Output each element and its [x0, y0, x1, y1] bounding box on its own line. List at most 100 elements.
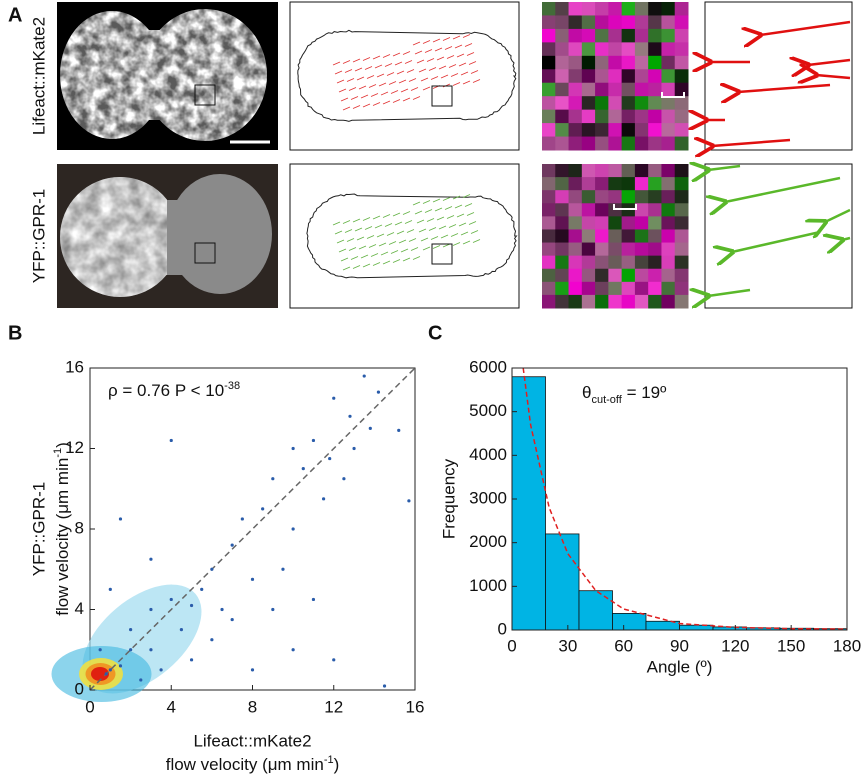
pixel [661, 96, 676, 111]
pixel [608, 42, 623, 57]
pixel [595, 242, 609, 257]
pixel [568, 268, 583, 283]
pixel [581, 229, 596, 244]
pixel [595, 42, 609, 57]
pixel [581, 255, 596, 270]
pixel [621, 216, 636, 230]
flow-arrow [364, 66, 373, 70]
pixel [621, 268, 636, 283]
x-tick-label: 8 [248, 697, 257, 716]
pixel [661, 281, 676, 296]
flow-arrow [466, 52, 475, 56]
annotation-part: ρ = 0.76 P < 10 [108, 381, 224, 400]
pixel [608, 96, 623, 111]
pixel [542, 281, 556, 296]
hist-bar [679, 624, 714, 631]
flow-arrow [444, 206, 453, 210]
pixel [568, 294, 583, 309]
pixel [648, 164, 662, 178]
pixel [555, 255, 570, 270]
pixel [674, 164, 689, 178]
flow-arrow [394, 61, 403, 66]
pixel [648, 281, 662, 296]
scatter-point [291, 648, 295, 652]
flow-arrow [422, 200, 431, 204]
x-tick-label: 30 [558, 636, 577, 655]
y-tick-label: 5000 [469, 401, 507, 420]
flow-arrow [462, 80, 471, 85]
flow-arrow [432, 38, 441, 43]
pixel [555, 82, 570, 97]
pixel [595, 190, 609, 204]
flow-arrow [470, 230, 479, 234]
flow-arrow [462, 194, 471, 198]
pixel [581, 42, 596, 57]
pixel [648, 2, 662, 16]
pixel [621, 255, 636, 270]
flow-arrow [414, 50, 423, 55]
scatter-point [149, 607, 153, 612]
y-label: flow velocity (μm min-1) [52, 442, 73, 616]
flow-arrow [472, 239, 481, 243]
flow-arrow [368, 244, 377, 248]
flow-arrow [354, 227, 363, 232]
pixel [608, 82, 623, 97]
pixel [568, 82, 583, 97]
flow-arrow [456, 53, 465, 58]
scatter-point [210, 567, 214, 571]
pixel [661, 2, 676, 16]
pixel [674, 268, 689, 283]
scatter-point [352, 446, 356, 451]
pixel [608, 229, 623, 244]
pixel [621, 281, 636, 296]
flow-arrow [444, 46, 453, 50]
pixel [634, 42, 649, 57]
pixel [568, 216, 583, 230]
scatter-point [129, 628, 133, 632]
annotation-part: θ [582, 383, 591, 402]
pixel [661, 28, 676, 43]
annotation: θcut-off = 19º [582, 383, 666, 405]
pixel [648, 96, 662, 111]
flow-arrow [352, 265, 361, 269]
scatter-point [376, 390, 381, 394]
flow-arrow [422, 40, 431, 44]
flow-arrow [462, 240, 471, 245]
pixel [661, 216, 676, 230]
flow-arrow [432, 198, 441, 203]
pixel [634, 109, 649, 124]
pixel [661, 15, 676, 30]
flow-arrow [332, 61, 341, 66]
pixel [634, 203, 649, 217]
scatter-point [301, 467, 305, 471]
zoom-arrow [732, 230, 821, 252]
flow-arrow [378, 82, 387, 87]
pixel [621, 55, 636, 70]
x-tick-label: 180 [833, 636, 861, 655]
flow-arrow [362, 57, 371, 61]
pixel [555, 96, 570, 111]
pixel [542, 96, 556, 111]
pixel [608, 55, 623, 70]
x-tick-label: 90 [670, 636, 689, 655]
flow-arrow [342, 106, 351, 111]
pixel [634, 242, 649, 257]
flow-arrow [346, 238, 355, 242]
pixel [634, 255, 649, 270]
pixel [621, 177, 636, 191]
flow-arrow [362, 103, 371, 108]
flow-arrow [402, 97, 411, 102]
scatter-point [271, 607, 275, 612]
flow-arrow [392, 259, 401, 263]
zoom-arrow [842, 238, 851, 240]
flow-arrow [468, 221, 477, 225]
flow-arrow [378, 242, 387, 247]
flow-arrow [460, 231, 469, 236]
pixel [674, 229, 689, 244]
scatter-point [382, 684, 387, 688]
flow-arrow [352, 105, 361, 109]
flow-arrow [420, 237, 429, 242]
cell-outline [297, 29, 517, 122]
pixel [648, 190, 662, 204]
pixel [661, 177, 676, 191]
